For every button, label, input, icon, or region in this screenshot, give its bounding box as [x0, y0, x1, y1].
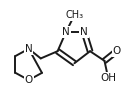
Text: N: N	[80, 27, 88, 37]
Text: CH₃: CH₃	[65, 10, 83, 20]
Text: O: O	[25, 75, 33, 85]
Text: OH: OH	[100, 73, 116, 83]
Text: N: N	[25, 44, 33, 54]
Text: O: O	[112, 46, 121, 56]
Text: N: N	[62, 27, 70, 37]
